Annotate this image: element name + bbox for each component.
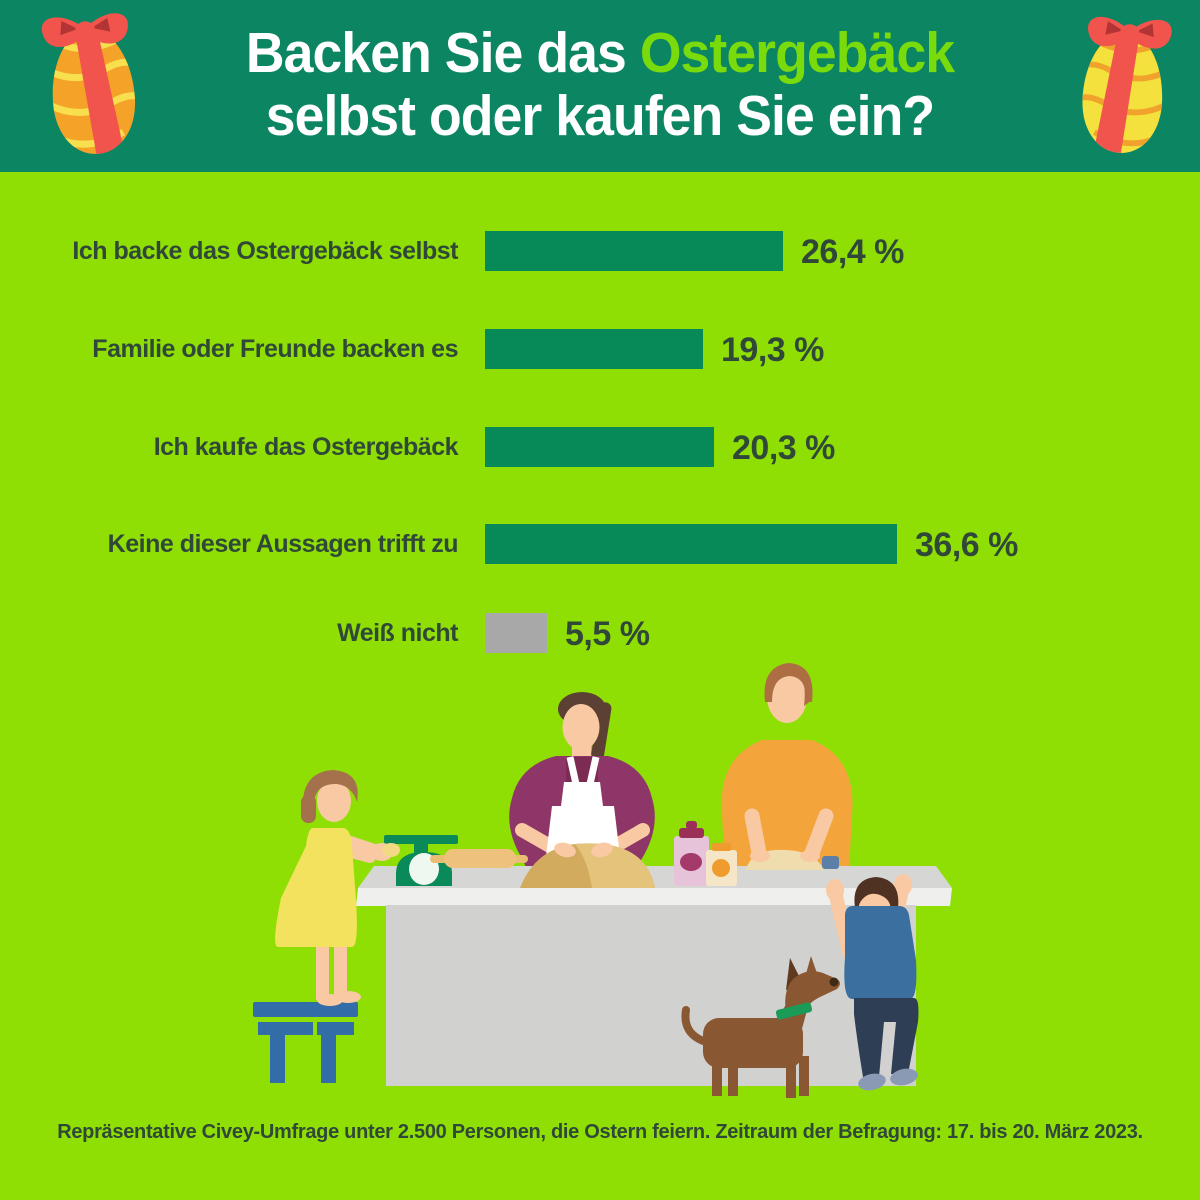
storage-jars-icon: [674, 821, 737, 886]
stool: [253, 1002, 358, 1083]
header-banner: Backen Sie das Ostergebäck selbst oder k…: [0, 0, 1200, 172]
dough-mound: [520, 842, 655, 888]
rolling-pin-icon: [430, 849, 528, 868]
bar-label: Ich backe das Ostergebäck selbst: [72, 237, 458, 265]
kitchen-counter: [356, 866, 952, 1086]
bar-value: 36,6 %: [915, 526, 1018, 564]
bar-label: Ich kaufe das Ostergebäck: [153, 433, 459, 461]
bow-icon: [1088, 16, 1172, 49]
bar-value: 5,5 %: [565, 615, 650, 653]
dog-icon: [681, 956, 840, 1098]
bar-chart: Ich backe das Ostergebäck selbst 26,4 % Fa…: [72, 231, 1018, 653]
source-note: Repräsentative Civey-Umfrage unter 2.500…: [57, 1121, 1143, 1143]
page-title: Backen Sie das Ostergebäck selbst oder k…: [36, 22, 1164, 148]
bar-label: Keine dieser Aussagen trifft zu: [107, 530, 459, 558]
bar: [485, 329, 703, 369]
girl-figure: [275, 770, 400, 1006]
bar: [485, 613, 547, 653]
bar: [485, 231, 783, 271]
boy-figure: [826, 874, 919, 1091]
title-line-1: Backen Sie das Ostergebäck: [245, 21, 955, 85]
mother-figure: [509, 692, 655, 890]
flat-dough: [746, 849, 839, 870]
bar: [485, 427, 714, 467]
bar-value: 20,3 %: [732, 429, 835, 467]
kitchen-scale-icon: [384, 835, 458, 886]
bar-value: 19,3 %: [721, 331, 824, 369]
bar-label: Familie oder Freunde backen es: [92, 335, 458, 363]
bar: [485, 524, 897, 564]
bow-icon: [41, 13, 128, 47]
title-line-2: selbst oder kaufen Sie ein?: [265, 84, 935, 148]
easter-egg-left-icon: [41, 13, 139, 157]
title-accent: Ostergebäck: [639, 21, 955, 85]
bar-value: 26,4 %: [801, 233, 904, 271]
easter-egg-right-icon: [1079, 16, 1172, 155]
bar-label: Weiß nicht: [337, 619, 458, 647]
